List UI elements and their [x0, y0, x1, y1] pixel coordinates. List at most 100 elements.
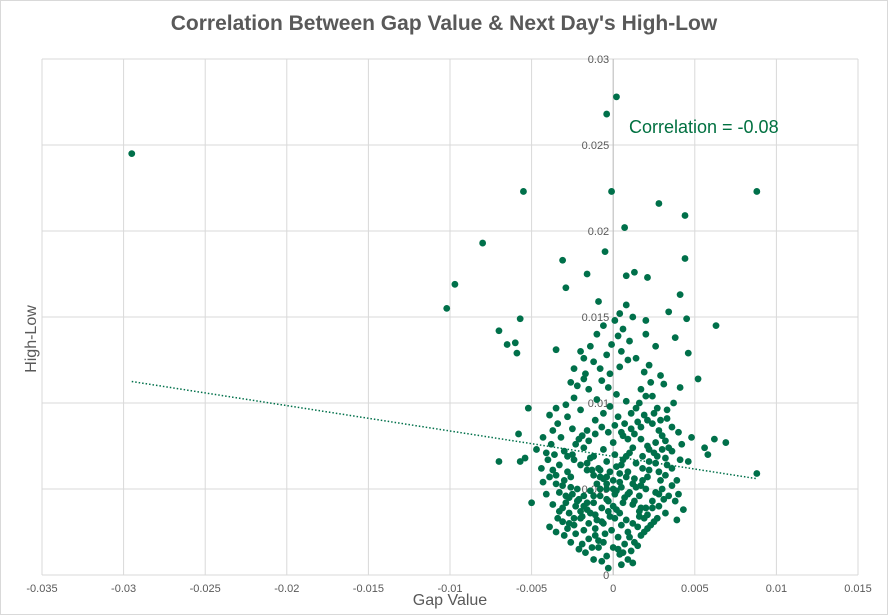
data-point: [521, 454, 529, 462]
data-point: [600, 409, 607, 417]
data-point: [570, 365, 578, 372]
data-point: [513, 349, 521, 357]
data-point: [655, 468, 663, 476]
data-point: [621, 420, 629, 428]
data-point: [520, 188, 527, 195]
data-point: [616, 363, 624, 371]
data-point: [564, 468, 571, 476]
x-axis-ticks: -0.035 -0.03 -0.025 -0.02 -0.015 -0.01 -0.005 0…: [26, 583, 871, 595]
data-point: [629, 313, 637, 321]
data-point: [663, 415, 671, 422]
data-point: [645, 446, 653, 453]
data-point: [622, 272, 630, 280]
data-point: [675, 490, 682, 498]
data-point: [621, 540, 629, 548]
data-point: [583, 270, 591, 278]
data-point: [642, 504, 650, 512]
data-point: [590, 499, 598, 507]
data-point: [572, 502, 580, 510]
data-point: [648, 392, 656, 400]
data-point: [608, 188, 615, 195]
data-point: [614, 413, 622, 421]
data-point: [637, 504, 645, 512]
data-point: [586, 509, 594, 517]
data-point: [539, 478, 547, 486]
data-point: [704, 451, 712, 458]
data-point: [635, 492, 643, 500]
data-point: [515, 430, 522, 438]
data-point: [591, 525, 599, 532]
data-point: [546, 473, 553, 481]
data-point: [600, 520, 607, 527]
x-axis-label: Gap Value: [412, 592, 488, 609]
x-tick-label: -0.005: [516, 583, 547, 595]
data-point: [580, 375, 588, 383]
data-point: [544, 456, 552, 464]
data-point: [590, 492, 598, 500]
data-point: [554, 514, 562, 522]
data-point: [595, 544, 602, 551]
data-point: [644, 473, 651, 481]
data-point: [710, 435, 718, 443]
data-point: [603, 110, 611, 118]
data-point: [617, 521, 625, 529]
data-point: [575, 495, 583, 503]
data-point: [629, 559, 637, 567]
data-point: [653, 404, 661, 412]
data-point: [631, 497, 638, 505]
y-tick-label: 0: [603, 570, 609, 582]
data-point: [670, 399, 677, 407]
data-point: [443, 305, 451, 312]
data-point: [622, 473, 630, 481]
data-point: [560, 447, 568, 455]
data-point: [652, 439, 660, 446]
x-tick-label: 0.015: [844, 583, 872, 595]
data-point: [559, 256, 567, 264]
data-point: [570, 456, 578, 464]
data-point: [552, 346, 560, 354]
data-point: [637, 385, 645, 393]
data-point: [624, 468, 632, 476]
data-point: [642, 485, 650, 493]
data-point: [668, 423, 676, 431]
data-point: [603, 552, 611, 560]
data-point: [542, 449, 550, 457]
data-point: [637, 423, 645, 431]
data-point: [645, 458, 653, 465]
data-point: [586, 454, 594, 462]
data-point: [665, 492, 673, 500]
data-point: [570, 394, 578, 402]
data-point: [606, 370, 614, 378]
data-point: [675, 428, 682, 436]
data-point: [640, 368, 648, 376]
data-point: [658, 446, 666, 453]
data-point: [585, 535, 593, 543]
data-point: [595, 298, 602, 305]
data-point: [629, 444, 637, 452]
data-point: [645, 361, 653, 369]
data-point: [552, 480, 560, 488]
data-point: [511, 339, 519, 347]
data-point: [622, 397, 630, 405]
data-point: [516, 458, 524, 465]
data-point: [655, 200, 663, 207]
data-point: [524, 404, 532, 412]
data-point: [588, 544, 596, 551]
data-point: [614, 533, 622, 541]
data-point: [648, 420, 656, 428]
data-point: [609, 502, 617, 510]
data-point: [598, 557, 606, 565]
y-tick-label: 0.02: [588, 226, 609, 238]
data-point: [681, 255, 689, 262]
data-point: [557, 434, 565, 441]
x-tick-label: -0.01: [437, 583, 462, 595]
data-point: [528, 499, 535, 507]
data-point: [608, 341, 615, 348]
data-point: [632, 404, 640, 412]
data-point: [616, 470, 624, 477]
data-point: [585, 520, 593, 527]
data-point: [606, 403, 614, 410]
data-point: [622, 516, 630, 524]
data-point: [655, 427, 663, 434]
